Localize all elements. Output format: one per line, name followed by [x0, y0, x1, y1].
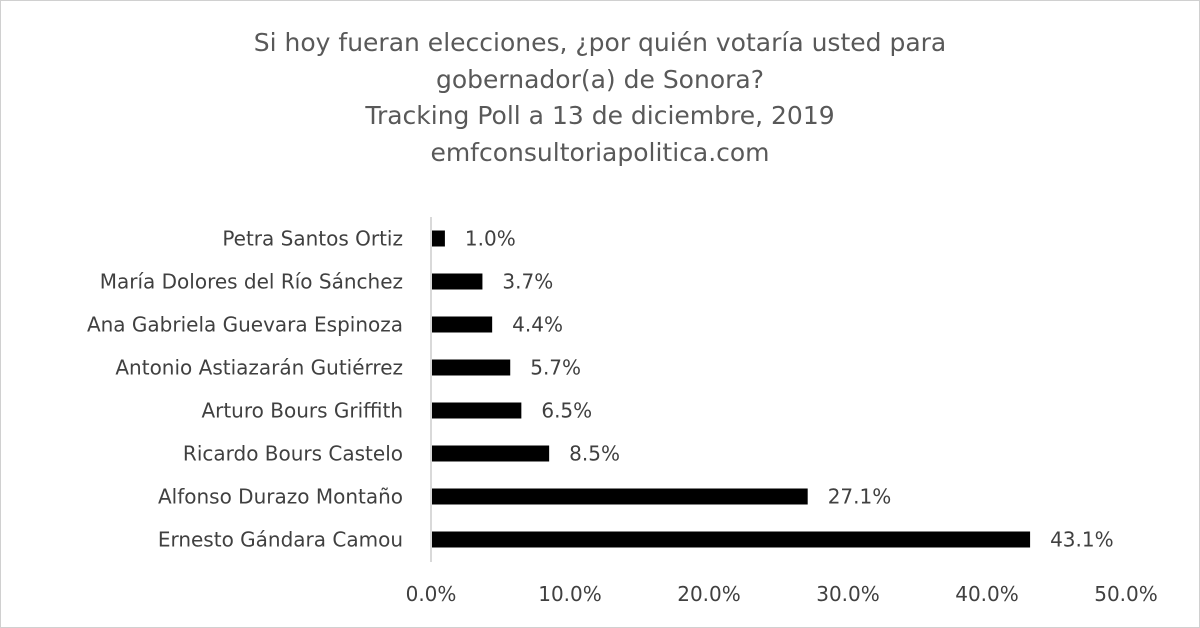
- category-label: Ernesto Gándara Camou: [158, 528, 403, 552]
- data-label: 4.4%: [512, 313, 563, 337]
- title-line: Si hoy fueran elecciones, ¿por quién vot…: [253, 28, 947, 57]
- category-label: Alfonso Durazo Montaño: [158, 485, 403, 509]
- bar: [432, 488, 808, 505]
- data-label: 1.0%: [465, 227, 516, 251]
- title-line: Tracking Poll a 13 de diciembre, 2019: [365, 101, 835, 130]
- bar: [432, 273, 483, 290]
- category-label: Ricardo Bours Castelo: [183, 442, 403, 466]
- x-tick-label: 30.0%: [816, 582, 880, 606]
- bar: [432, 316, 493, 333]
- category-label: Arturo Bours Griffith: [201, 399, 403, 423]
- category-label: Ana Gabriela Guevara Espinoza: [87, 313, 403, 337]
- data-label: 43.1%: [1050, 528, 1114, 552]
- category-label: Antonio Astiazarán Gutiérrez: [115, 356, 403, 380]
- bar: [432, 445, 550, 462]
- x-tick-label: 10.0%: [538, 582, 602, 606]
- bar: [432, 402, 522, 419]
- x-tick-label: 40.0%: [955, 582, 1019, 606]
- bar: [432, 531, 1031, 548]
- data-label: 3.7%: [502, 270, 553, 294]
- chart-title: Si hoy fueran elecciones, ¿por quién vot…: [1, 25, 1199, 171]
- bar: [432, 230, 445, 247]
- data-label: 8.5%: [569, 442, 620, 466]
- category-label: Petra Santos Ortiz: [222, 227, 403, 251]
- data-label: 27.1%: [828, 485, 892, 509]
- data-label: 6.5%: [541, 399, 592, 423]
- x-tick-label: 50.0%: [1094, 582, 1158, 606]
- category-label: María Dolores del Río Sánchez: [100, 270, 403, 294]
- x-tick-label: 0.0%: [406, 582, 457, 606]
- x-tick-label: 20.0%: [677, 582, 741, 606]
- title-line: emfconsultoriapolitica.com: [430, 137, 770, 167]
- title-line: gobernador(a) de Sonora?: [435, 64, 764, 94]
- data-label: 5.7%: [530, 356, 581, 380]
- bar: [432, 359, 511, 376]
